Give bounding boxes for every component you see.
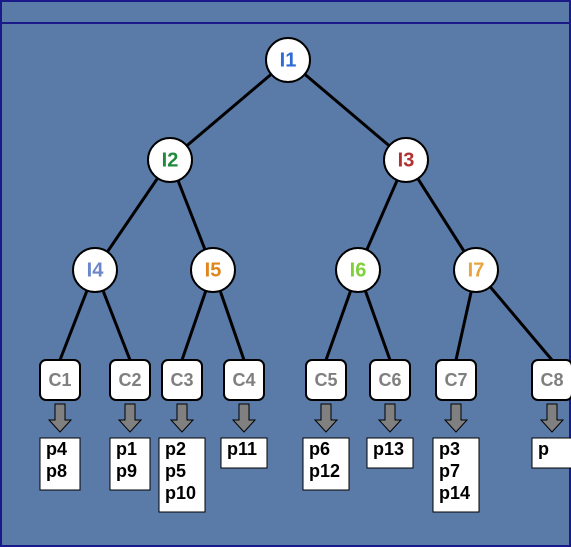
p-item: p12 [309,461,340,481]
tree-svg: I1 I2 I3 I4 I5 I6 I7 C1 p4p8 C2 p1p9 C3 p2p5p10 C4 p11… [0,0,571,547]
tree-diagram: I1 I2 I3 I4 I5 I6 I7 C1 p4p8 C2 p1p9 C3 p2p5p10 C4 p11… [0,0,571,547]
i-node-label: I1 [280,49,297,71]
c-box-label: C7 [444,370,467,390]
c-box-label: C1 [48,370,71,390]
p-item: p14 [439,483,470,503]
i-node-I7: I7 [454,248,498,292]
p-item: p [538,439,549,459]
p-item: p13 [373,439,404,459]
i-node-I2: I2 [148,138,192,182]
i-node-I3: I3 [384,138,428,182]
c-box-label: C4 [232,370,255,390]
p-item: p7 [439,461,460,481]
c-box-label: C6 [378,370,401,390]
i-node-label: I2 [162,149,179,171]
p-item: p5 [165,461,186,481]
i-node-label: I6 [350,259,367,281]
i-node-I1: I1 [266,38,310,82]
p-item: p3 [439,439,460,459]
c-box-label: C5 [314,370,337,390]
c-box-label: C3 [170,370,193,390]
i-node-I5: I5 [191,248,235,292]
p-item: p4 [46,439,67,459]
p-item: p1 [116,439,137,459]
p-item: p8 [46,461,67,481]
i-node-label: I5 [205,259,222,281]
p-item: p6 [309,439,330,459]
p-item: p10 [165,483,196,503]
i-node-label: I3 [398,149,415,171]
p-item: p9 [116,461,137,481]
p-item: p11 [227,439,257,459]
i-node-I6: I6 [336,248,380,292]
c-box-label: C2 [118,370,141,390]
c-box-label: C8 [540,370,563,390]
i-node-I4: I4 [73,248,117,292]
p-item: p2 [165,439,186,459]
i-node-label: I4 [87,259,105,281]
i-node-label: I7 [468,259,485,281]
